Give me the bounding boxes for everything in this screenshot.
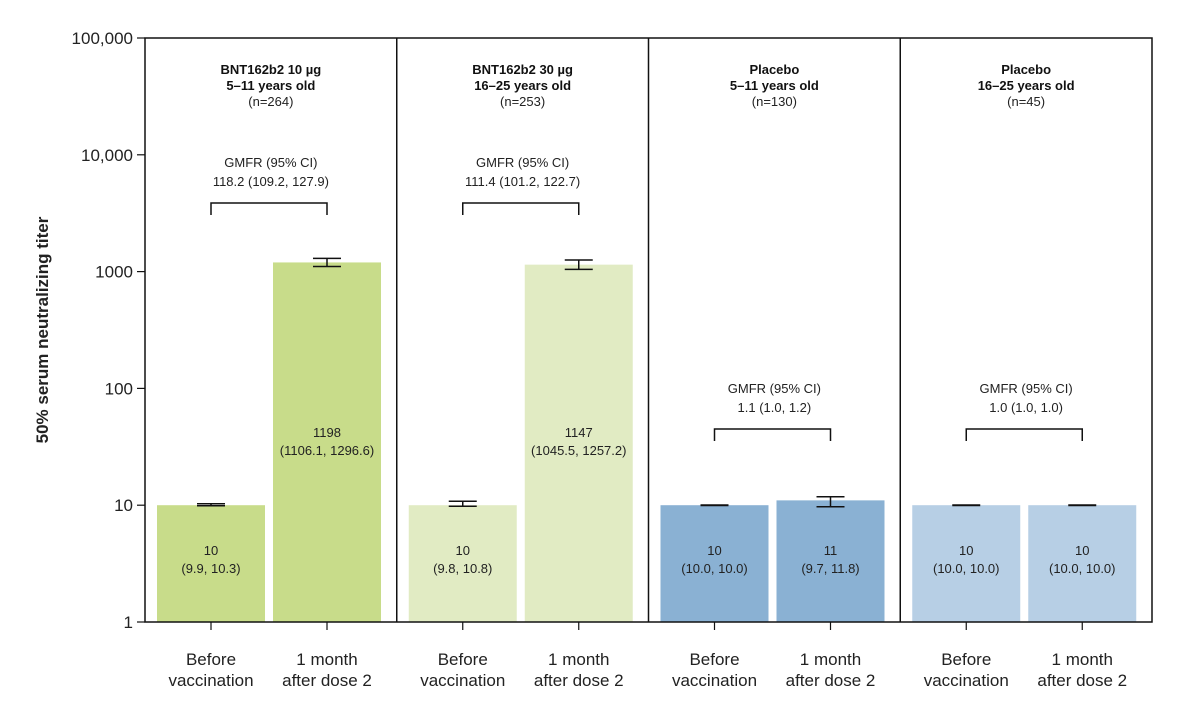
y-tick-label-4: 1000 [95, 263, 133, 282]
bar-value-label-1-2: 1198 [313, 425, 341, 440]
x-tick-label-4-1-line2: vaccination [924, 671, 1009, 690]
gmfr-value-1: 118.2 (109.2, 127.9) [213, 174, 329, 189]
gmfr-label-4: GMFR (95% CI) [980, 381, 1073, 396]
bar-ci-label-1-1: (9.9, 10.3) [181, 561, 240, 576]
x-tick-label-4-1-line1: Before [941, 650, 991, 669]
x-tick-label-3-1-line2: vaccination [672, 671, 757, 690]
gmfr-bracket-4 [965, 428, 1083, 441]
y-tick-label-2: 10 [114, 496, 133, 515]
gmfr-label-1: GMFR (95% CI) [224, 155, 317, 170]
gmfr-bracket-2 [462, 202, 580, 215]
panel-title-2: BNT162b2 30 µg [472, 62, 573, 77]
y-tick-label-1: 1 [124, 613, 133, 632]
x-tick-label-2-1-line1: Before [438, 650, 488, 669]
bar-3-1 [660, 505, 769, 622]
panel-subtitle-3: 5–11 years old [730, 78, 819, 93]
panel-n-3: (n=130) [752, 94, 797, 109]
x-tick-label-2-1-line2: vaccination [420, 671, 505, 690]
panel-n-2: (n=253) [500, 94, 545, 109]
x-tick-label-2-2-line1: 1 month [548, 650, 609, 669]
bar-1-1 [157, 505, 265, 622]
gmfr-label-2: GMFR (95% CI) [476, 155, 569, 170]
bar-ci-label-1-2: (1106.1, 1296.6) [280, 443, 374, 458]
bar-value-label-3-1: 10 [707, 543, 721, 558]
bar-ci-label-4-1: (10.0, 10.0) [933, 561, 1000, 576]
panel-title-3: Placebo [749, 62, 799, 77]
bar-ci-label-2-1: (9.8, 10.8) [433, 561, 492, 576]
bar-4-1 [912, 505, 1021, 622]
gmfr-label-3: GMFR (95% CI) [728, 381, 821, 396]
x-tick-label-1-1-line2: vaccination [168, 671, 253, 690]
x-tick-label-3-1-line1: Before [689, 650, 739, 669]
panel-title-4: Placebo [1001, 62, 1051, 77]
bar-value-label-3-2: 11 [824, 543, 838, 558]
x-tick-label-1-1-line1: Before [186, 650, 236, 669]
x-tick-label-4-2-line1: 1 month [1052, 650, 1113, 669]
panel-subtitle-4: 16–25 years old [978, 78, 1075, 93]
bar-value-label-4-2: 10 [1075, 543, 1089, 558]
gmfr-bracket-1 [210, 202, 328, 215]
panel-n-1: (n=264) [248, 94, 293, 109]
panel-subtitle-1: 5–11 years old [226, 78, 315, 93]
bar-ci-label-3-2: (9.7, 11.8) [801, 561, 859, 576]
bar-2-1 [408, 505, 517, 622]
bar-value-label-1-1: 10 [204, 543, 218, 558]
bar-ci-label-4-2: (10.0, 10.0) [1049, 561, 1116, 576]
bar-1-2 [273, 262, 381, 622]
bar-value-label-2-1: 10 [456, 543, 470, 558]
bar-3-2 [776, 500, 885, 622]
gmfr-value-4: 1.0 (1.0, 1.0) [989, 400, 1063, 415]
panel-subtitle-2: 16–25 years old [474, 78, 571, 93]
x-tick-label-3-2-line2: after dose 2 [786, 671, 876, 690]
y-tick-label-5: 10,000 [81, 146, 133, 165]
x-tick-label-1-2-line2: after dose 2 [282, 671, 372, 690]
bar-ci-label-3-1: (10.0, 10.0) [681, 561, 748, 576]
panel-n-4: (n=45) [1007, 94, 1045, 109]
x-tick-label-3-2-line1: 1 month [800, 650, 861, 669]
y-tick-label-3: 100 [105, 379, 133, 398]
bar-ci-label-2-2: (1045.5, 1257.2) [531, 443, 626, 458]
gmfr-bracket-3 [713, 428, 832, 441]
bar-value-label-2-2: 1147 [565, 425, 593, 440]
x-tick-label-2-2-line2: after dose 2 [534, 671, 624, 690]
x-tick-label-1-2-line1: 1 month [296, 650, 357, 669]
y-axis-label: 50% serum neutralizing titer [33, 216, 52, 443]
y-tick-label-6: 100,000 [72, 29, 133, 48]
bar-2-2 [524, 264, 633, 622]
bar-value-label-4-1: 10 [959, 543, 973, 558]
x-tick-label-4-2-line2: after dose 2 [1037, 671, 1127, 690]
gmfr-value-2: 111.4 (101.2, 122.7) [465, 174, 580, 189]
bar-4-2 [1028, 505, 1137, 622]
panel-title-1: BNT162b2 10 µg [221, 62, 322, 77]
gmfr-value-3: 1.1 (1.0, 1.2) [738, 400, 812, 415]
